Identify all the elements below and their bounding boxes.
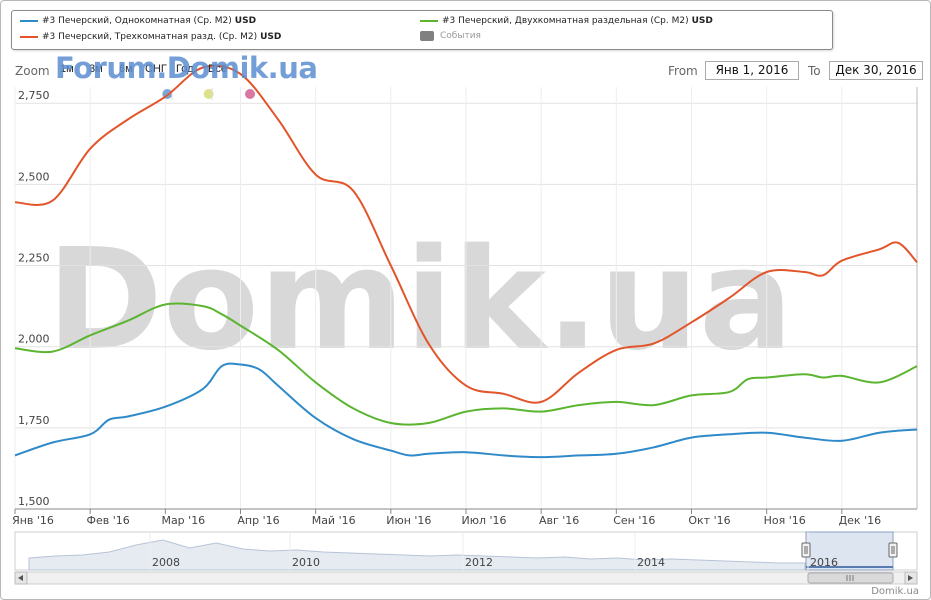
legend-label-3k: #3 Печерский, Трехкомнатная разд. (Ср. M… bbox=[42, 32, 258, 42]
event-marker[interactable] bbox=[203, 89, 214, 99]
series-1k-line[interactable] bbox=[14, 362, 918, 459]
zoom-label: Zoom bbox=[15, 64, 50, 78]
to-date-input[interactable]: Дек 30, 2016 bbox=[829, 61, 923, 80]
x-tick-label: Авг '16 bbox=[539, 514, 579, 527]
x-tick-label: Янв '16 bbox=[12, 514, 54, 527]
x-tick-label: Ноя '16 bbox=[764, 514, 806, 527]
x-tick-label: Мар '16 bbox=[161, 514, 205, 527]
y-tick-label: 1,500 bbox=[18, 495, 50, 508]
x-tick-label: Июн '16 bbox=[386, 514, 431, 527]
y-tick-label: 2,250 bbox=[18, 252, 50, 265]
legend-label-1k: #3 Печерский, Однокомнатная (Ср. M2) bbox=[42, 16, 232, 26]
x-tick-label: Окт '16 bbox=[688, 514, 730, 527]
navigator-left-handle[interactable] bbox=[801, 542, 811, 558]
legend-swatch-1k bbox=[20, 20, 38, 22]
y-tick-label: 1,750 bbox=[18, 414, 50, 427]
credits-link[interactable]: Domik.ua bbox=[871, 586, 919, 597]
series-2k-line[interactable] bbox=[14, 302, 918, 426]
navigator-selection[interactable] bbox=[805, 531, 894, 571]
y-tick-label: 2,000 bbox=[18, 333, 50, 346]
legend-swatch-events bbox=[420, 31, 434, 41]
legend-swatch-3k bbox=[20, 36, 38, 38]
scroll-left-icon bbox=[18, 575, 23, 581]
legend-unit-3k: USD bbox=[260, 32, 282, 42]
legend-item-events[interactable]: События bbox=[420, 31, 481, 41]
zoom-ytd-button[interactable]: СНГ bbox=[142, 62, 170, 77]
navigator-year-label: 2008 bbox=[152, 556, 180, 569]
from-label: From bbox=[668, 64, 698, 78]
navigator-year-label: 2014 bbox=[637, 556, 665, 569]
scrollbar-track[interactable] bbox=[14, 571, 918, 585]
series-3k-line[interactable] bbox=[14, 64, 918, 404]
x-tick-label: Апр '16 bbox=[237, 514, 279, 527]
legend: #3 Печерский, Однокомнатная (Ср. M2) USD… bbox=[11, 10, 833, 50]
forum-watermark: Forum.Domik.ua bbox=[55, 51, 318, 85]
legend-unit-1k: USD bbox=[234, 16, 257, 26]
zoom-3m-button[interactable]: 3м bbox=[86, 62, 106, 77]
legend-item-3k[interactable]: #3 Печерский, Трехкомнатная разд. (Ср. M… bbox=[20, 32, 281, 42]
x-tick-label: Фев '16 bbox=[87, 514, 130, 527]
navigator-year-label: 2010 bbox=[292, 556, 320, 569]
zoom-1m-button[interactable]: 1м bbox=[57, 62, 77, 77]
from-date-input[interactable]: Янв 1, 2016 bbox=[705, 61, 799, 80]
domik-watermark: Domik.ua bbox=[47, 219, 794, 382]
x-tick-label: Дек '16 bbox=[839, 514, 882, 527]
legend-label-events: События bbox=[440, 31, 481, 41]
legend-swatch-2k bbox=[420, 20, 438, 22]
zoom-all-button[interactable]: Всё bbox=[205, 62, 230, 77]
to-label: To bbox=[808, 64, 821, 78]
scroll-right-icon bbox=[908, 575, 913, 581]
x-tick-label: Июл '16 bbox=[461, 514, 506, 527]
event-marker[interactable] bbox=[245, 89, 256, 99]
x-tick-label: Май '16 bbox=[312, 514, 356, 527]
legend-item-2k[interactable]: #3 Печерский, Двухкомнатная раздельная (… bbox=[420, 16, 713, 26]
y-tick-label: 2,500 bbox=[18, 170, 50, 183]
navigator-right-handle[interactable] bbox=[888, 542, 898, 558]
legend-item-1k[interactable]: #3 Печерский, Однокомнатная (Ср. M2) USD bbox=[20, 16, 256, 26]
zoom-6m-button[interactable]: 6м bbox=[116, 62, 136, 77]
legend-label-2k: #3 Печерский, Двухкомнатная раздельная (… bbox=[442, 16, 689, 26]
x-tick-label: Сен '16 bbox=[613, 514, 655, 527]
navigator-year-label: 2012 bbox=[465, 556, 493, 569]
navigator-series bbox=[28, 539, 806, 571]
legend-unit-2k: USD bbox=[691, 16, 713, 26]
navigator-year-label: 2016 bbox=[810, 556, 838, 569]
y-tick-label: 2,750 bbox=[18, 89, 50, 102]
zoom-year-button[interactable]: Год bbox=[173, 62, 197, 77]
